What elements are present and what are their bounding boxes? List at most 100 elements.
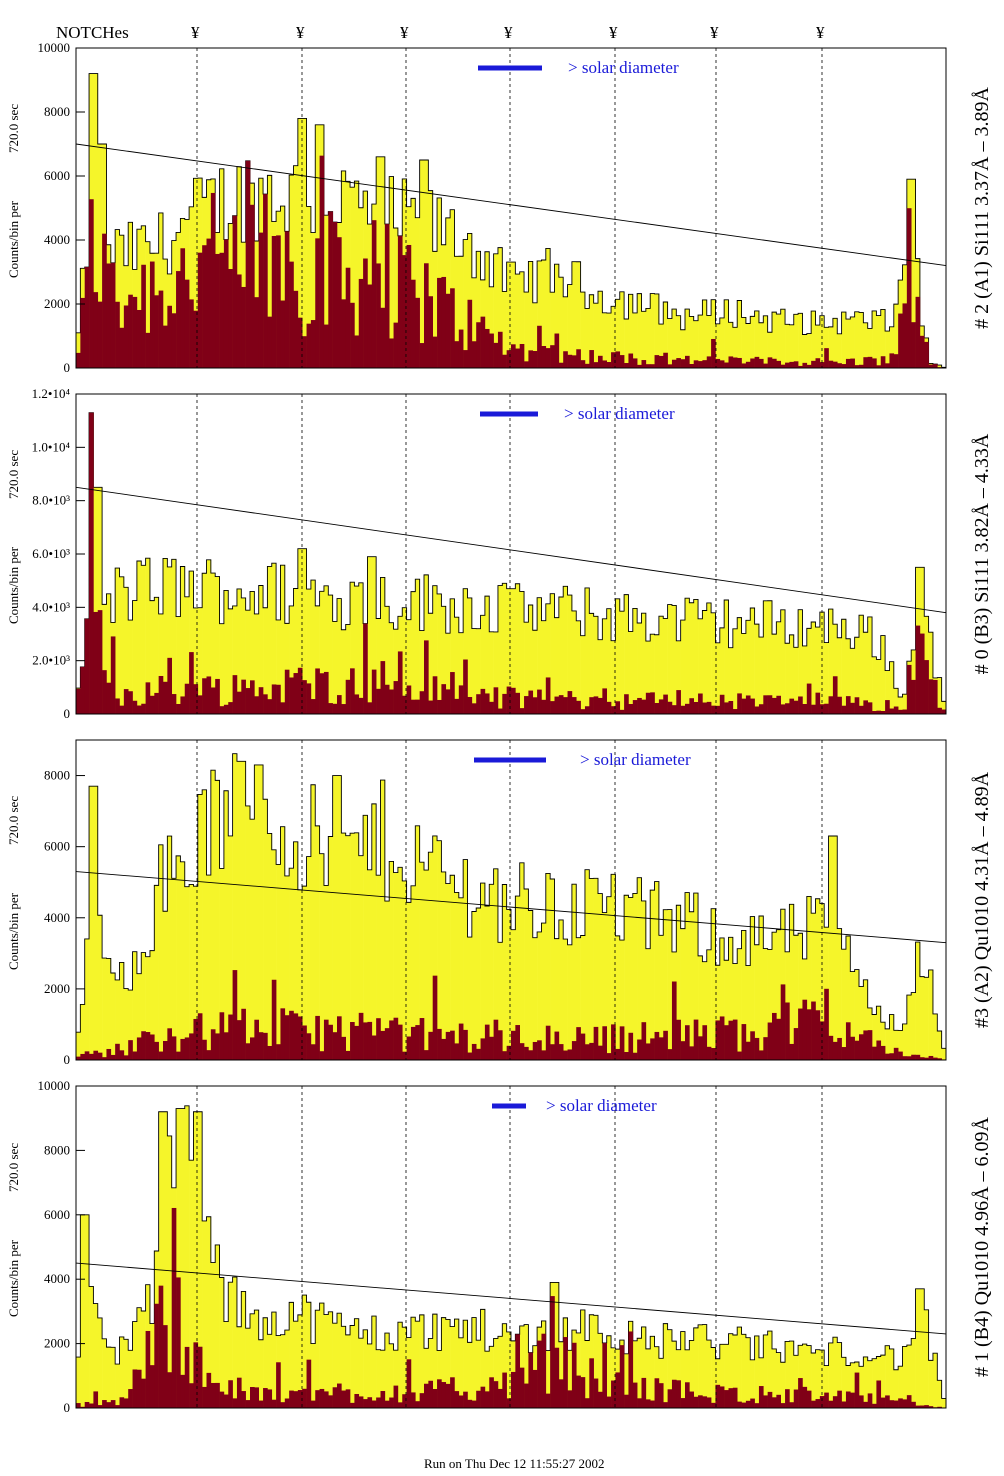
y-tick-label: 4.0•10³ (32, 599, 70, 614)
count-bar (680, 1331, 686, 1408)
background-bar (819, 704, 825, 714)
count-bar (554, 1282, 560, 1408)
background-bar (97, 1405, 103, 1408)
background-bar (554, 1031, 560, 1060)
background-bar (632, 358, 638, 368)
background-bar (158, 1051, 164, 1060)
background-bar (571, 1041, 577, 1060)
count-bar (267, 833, 273, 1060)
background-bar (598, 355, 603, 368)
count-bar (863, 632, 868, 714)
background-bar (437, 1028, 442, 1060)
count-bar (437, 593, 442, 714)
count-bar (184, 596, 190, 714)
background-bar (424, 263, 429, 368)
count-bar (328, 836, 333, 1060)
background-bar (284, 669, 290, 714)
y-axis-label: Counts/bin per (6, 1239, 21, 1317)
background-bar (571, 1342, 577, 1408)
counts-histogram (75, 412, 947, 714)
count-bar (624, 594, 629, 714)
background-bar (406, 1036, 412, 1060)
count-bar (297, 1314, 303, 1408)
count-bar (132, 1321, 138, 1408)
y-axis-ticks: 02.0•10³4.0•10³6.0•10³8.0•10³1.0•10⁴1.2•… (32, 386, 85, 721)
count-bar (236, 761, 242, 1060)
count-bar (84, 1214, 90, 1408)
background-bar (519, 708, 525, 714)
background-bar (885, 700, 890, 714)
background-bar (793, 1028, 799, 1060)
count-bar (528, 910, 534, 1060)
count-bar (484, 1351, 490, 1408)
background-bar (598, 1391, 603, 1408)
count-bar (819, 1350, 825, 1408)
background-bar (415, 699, 420, 714)
count-bar (898, 696, 903, 714)
count-bar (937, 365, 942, 368)
background-bar (184, 1346, 190, 1408)
background-bar (593, 362, 599, 368)
count-bar (702, 961, 708, 1060)
background-bar (680, 359, 686, 368)
count-bar (337, 775, 342, 1060)
background-bar (876, 365, 882, 368)
background-bar (737, 357, 742, 368)
count-bar (428, 852, 433, 1060)
background-bar (511, 687, 516, 714)
count-bar (824, 327, 829, 368)
background-bar (911, 1054, 916, 1060)
count-bar (658, 324, 664, 368)
count-bar (576, 620, 581, 714)
count-bar (872, 310, 877, 368)
count-bar (332, 775, 338, 1060)
background-bar (606, 701, 612, 714)
background-bar (471, 1400, 477, 1408)
count-bar (502, 1323, 507, 1408)
background-bar (323, 324, 329, 368)
count-bar (232, 1277, 238, 1408)
count-bar (419, 630, 425, 714)
background-bar (532, 697, 538, 714)
background-bar (658, 699, 664, 714)
count-bar (798, 609, 803, 714)
background-bar (441, 1038, 447, 1060)
count-bar (280, 1334, 286, 1408)
background-bar (171, 313, 177, 368)
count-bar (545, 603, 551, 714)
background-bar (128, 1040, 133, 1060)
count-bar (624, 895, 629, 1060)
count-bar (306, 589, 312, 714)
count-bar (406, 902, 412, 1060)
background-bar (650, 1038, 655, 1060)
background-bar (506, 1045, 512, 1060)
count-bar (537, 597, 542, 714)
count-bar (598, 893, 603, 1060)
count-bar (754, 624, 760, 714)
background-bar (685, 1025, 690, 1060)
background-bar (859, 705, 864, 714)
background-bar (667, 364, 673, 368)
background-bar (889, 353, 895, 368)
background-bar (319, 155, 325, 368)
background-bar (384, 224, 390, 368)
background-bar (558, 362, 564, 368)
background-bar (493, 342, 499, 368)
count-bar (497, 1336, 503, 1408)
count-bar (867, 1360, 873, 1408)
background-bar (776, 1018, 781, 1060)
background-bar (789, 361, 795, 368)
count-bar (584, 308, 590, 368)
background-bar (619, 355, 625, 368)
background-bar (584, 363, 590, 368)
count-bar (715, 965, 721, 1060)
background-bar (724, 702, 729, 714)
count-bar (410, 591, 416, 714)
background-bar (845, 1022, 851, 1060)
background-bar (293, 1391, 299, 1408)
background-bar (850, 358, 855, 368)
background-bar (328, 211, 333, 368)
count-bar (310, 1343, 316, 1408)
count-bar (667, 318, 673, 368)
count-bar (715, 642, 721, 714)
